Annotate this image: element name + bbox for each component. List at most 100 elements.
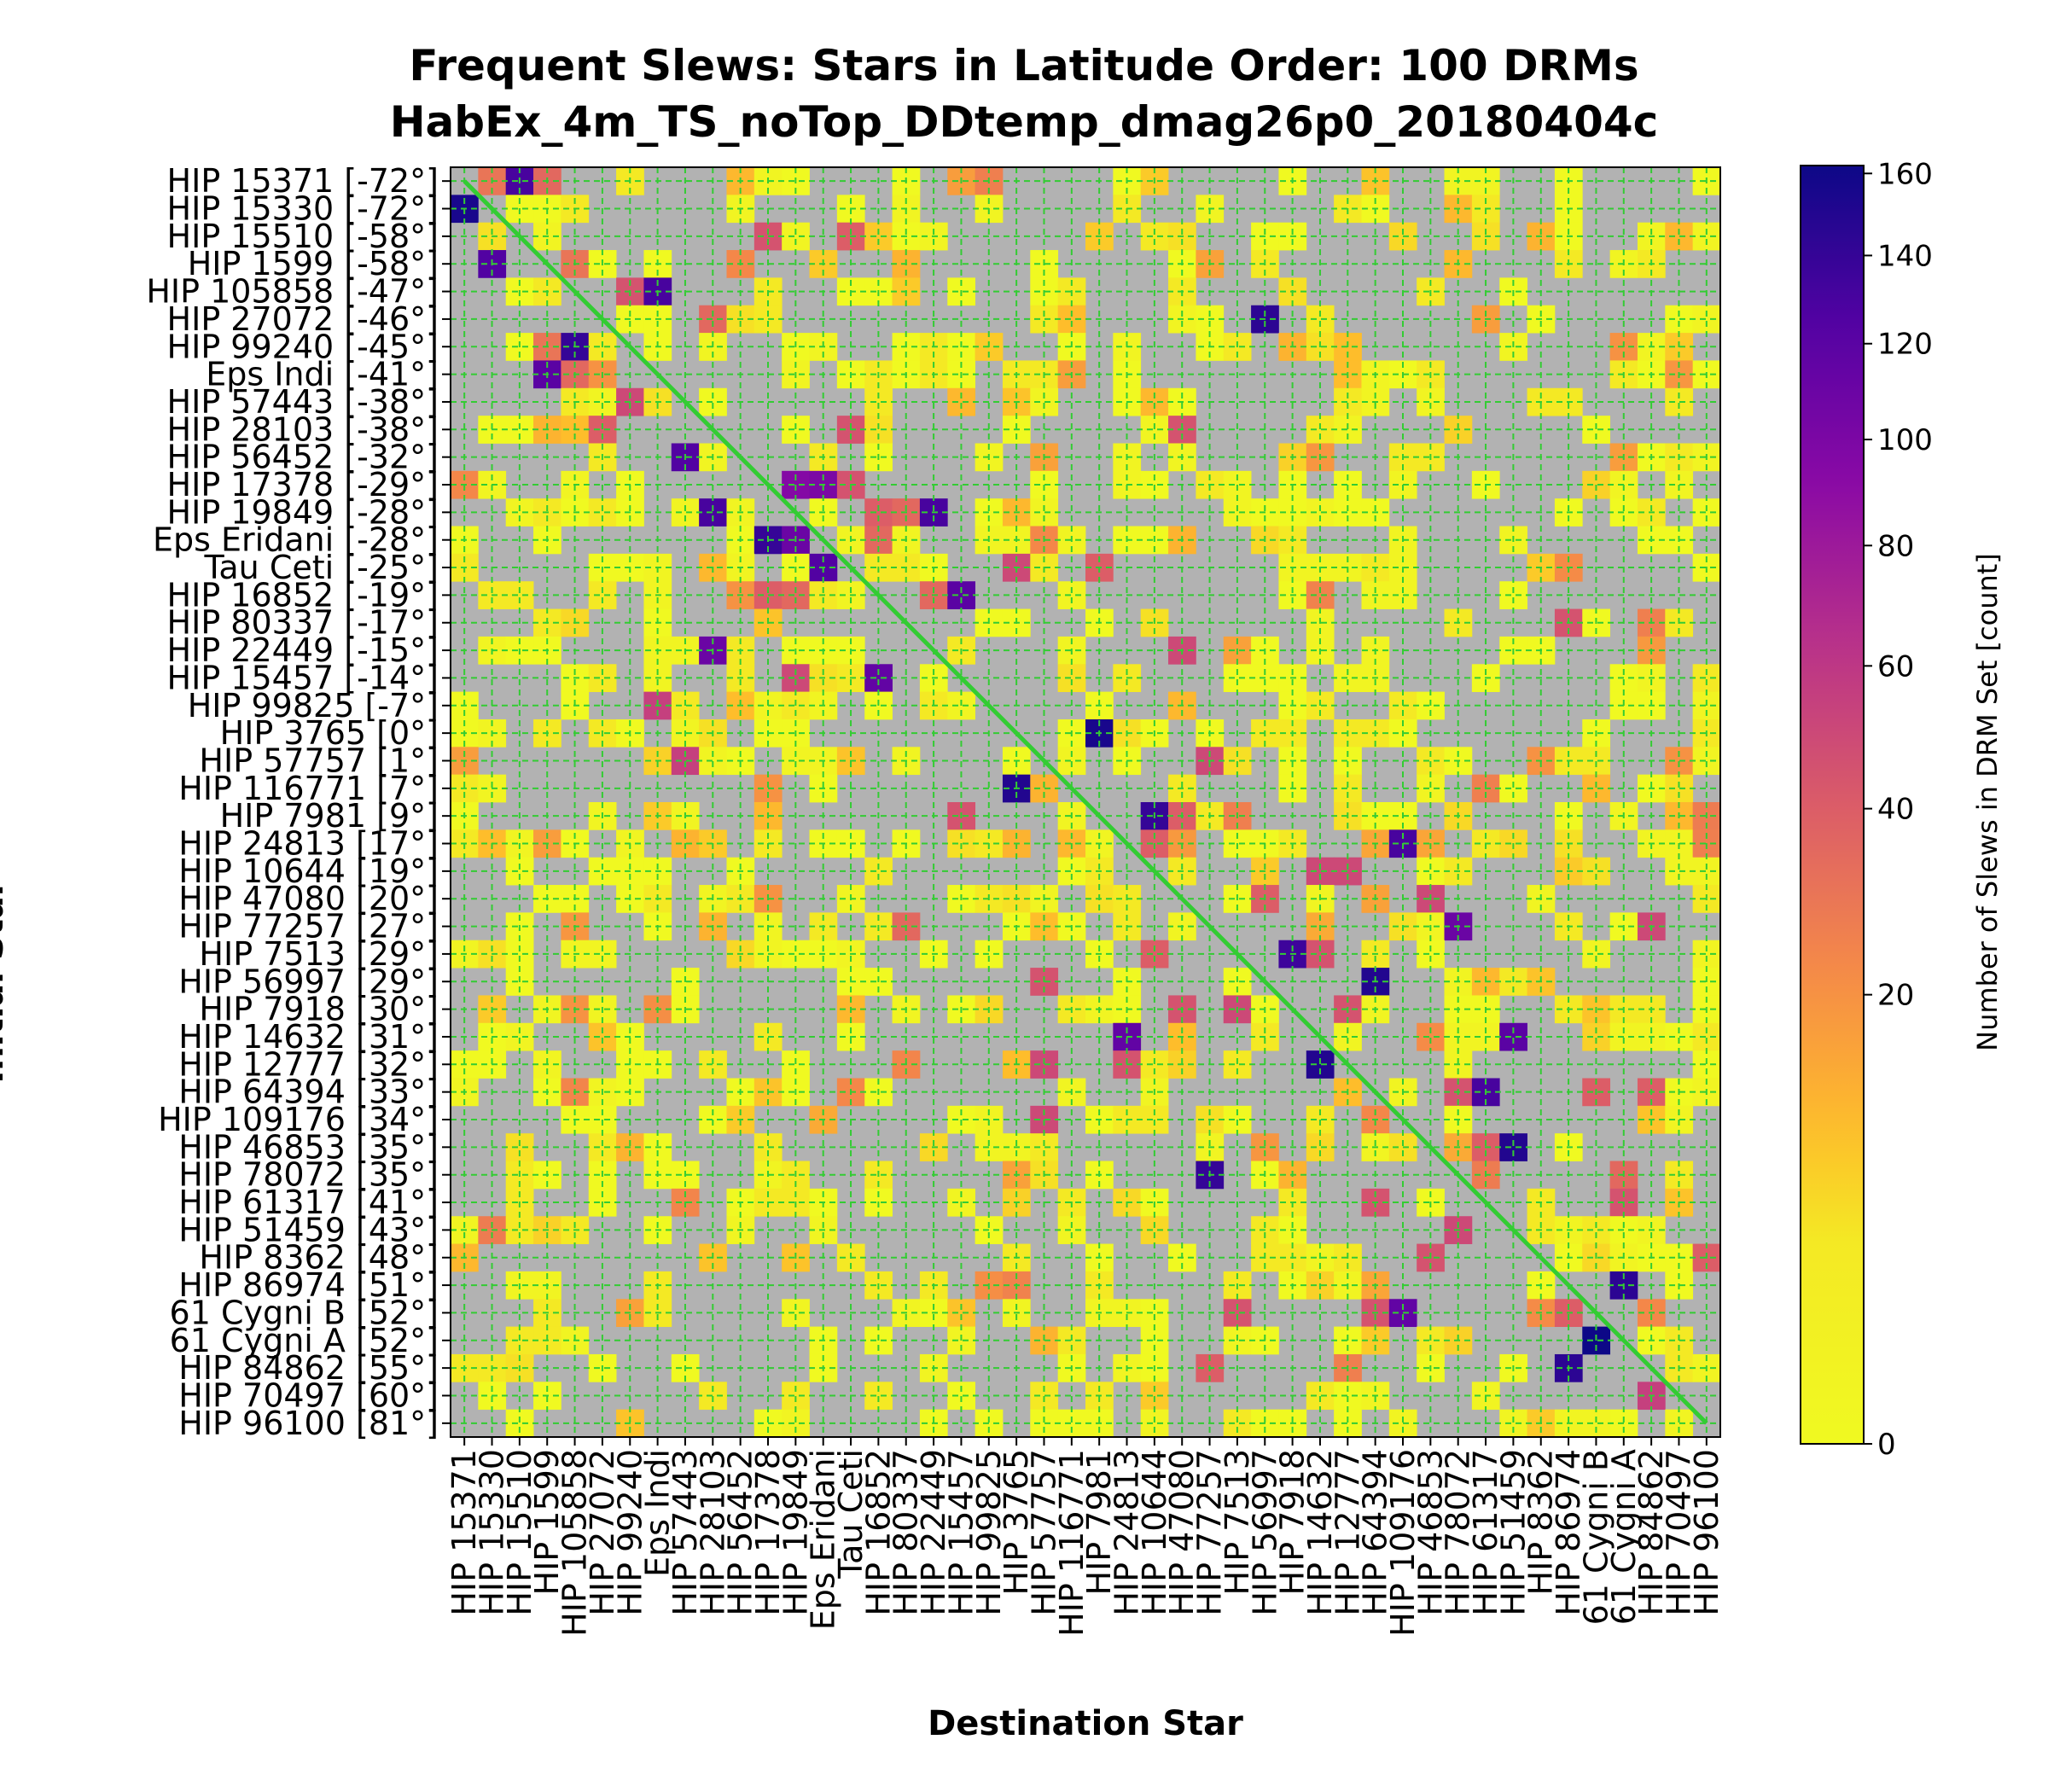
x-tick-label: HIP 64394: [1357, 1449, 1394, 1616]
chart-title: Frequent Slews: Stars in Latitude Order:…: [409, 41, 1639, 90]
y-tick-label: HIP 116771 [7°]: [178, 770, 439, 807]
y-tick-label: HIP 10644 [19°]: [178, 852, 439, 890]
x-tick-label: Eps Eridani: [805, 1449, 842, 1630]
heatmap-cell: [1582, 857, 1611, 886]
chart-subtitle: HabEx_4m_TS_noTop_DDtemp_dmag26p0_201804…: [389, 97, 1659, 147]
y-tick-label: HIP 15510 [-58°]: [167, 218, 439, 255]
x-tick-label: HIP 14632: [1301, 1449, 1339, 1616]
x-tick-label: 61 Cygni B: [1577, 1449, 1615, 1625]
heatmap-cell: [1499, 774, 1527, 803]
grid-lines: [451, 167, 1720, 1437]
y-tick-label: 61 Cygni A [52°]: [170, 1322, 439, 1359]
x-tick-label: HIP 24813: [1108, 1449, 1146, 1616]
x-tick-label: HIP 57443: [666, 1449, 704, 1616]
heatmap-cell: [588, 1022, 617, 1051]
heatmap-cell: [1582, 1216, 1611, 1244]
heatmap-cell: [1417, 774, 1445, 803]
y-tick-label: HIP 56997 [29°]: [178, 963, 439, 1000]
heatmap-cell: [588, 387, 617, 416]
heatmap-cell: [864, 387, 893, 416]
heatmap-cell: [588, 857, 617, 886]
heatmap-cell: [1692, 498, 1721, 527]
colorbar: [1800, 165, 1865, 1445]
y-tick-label: Tau Ceti [-25°]: [203, 549, 439, 586]
heatmap-cell: [505, 857, 534, 886]
x-tick-label: HIP 86974: [1550, 1449, 1587, 1616]
x-tick-label: HIP 84862: [1632, 1449, 1670, 1616]
colorbar-tick-label: 160: [1877, 157, 1933, 191]
heatmap-cell: [1306, 1133, 1335, 1161]
colorbar-ticks: 0 20 40 60 80 100 120 140 160: [1864, 157, 1933, 1462]
heatmap-cell: [505, 581, 534, 609]
heatmap-cell: [1582, 1022, 1611, 1051]
y-tick-label: 61 Cygni B [52°]: [170, 1294, 439, 1331]
x-tick-label: HIP 10644: [1136, 1449, 1173, 1616]
x-tick-label: HIP 109176: [1384, 1449, 1422, 1637]
y-tick-label: HIP 80337 [-17°]: [167, 604, 439, 642]
x-tick-label: HIP 19849: [777, 1449, 814, 1616]
heatmap-cell: [1223, 1299, 1252, 1328]
x-tick-label: HIP 3765: [998, 1449, 1035, 1595]
heatmap-cell: [1306, 857, 1335, 886]
heatmap-cell: [1692, 857, 1721, 886]
y-tick-label: HIP 19849 [-28°]: [167, 493, 439, 531]
y-tick-label: HIP 22449 [-15°]: [167, 631, 439, 669]
y-tick-label: HIP 51459 [43°]: [178, 1211, 439, 1248]
heatmap-cell: [1417, 940, 1445, 969]
heatmap-cell: [1417, 387, 1445, 416]
heatmap-cell: [505, 940, 534, 969]
heatmap-cell: [1692, 940, 1721, 969]
y-tick-label: HIP 84862 [55°]: [178, 1349, 439, 1387]
heatmap-cell: [1582, 940, 1611, 969]
colorbar-tick-label: 0: [1877, 1428, 1896, 1462]
heatmap-cell: [505, 1133, 534, 1161]
x-tick-label: HIP 61317: [1467, 1449, 1504, 1616]
heatmap-cell: [1223, 498, 1252, 527]
y-tick-label: HIP 12777 [32°]: [178, 1045, 439, 1083]
y-tick-label: HIP 105858 [-47°]: [146, 273, 439, 311]
heatmap-cell: [1140, 222, 1169, 251]
heatmap-cell: [864, 664, 893, 693]
plot-frame: [450, 166, 1721, 1438]
y-tick-label: HIP 61317 [41°]: [178, 1184, 439, 1221]
heatmap-cell: [588, 581, 617, 609]
heatmap-cell: [505, 1216, 534, 1244]
heatmap-cell: [782, 1299, 810, 1328]
x-tick-label: HIP 7981: [1080, 1449, 1118, 1595]
heatmap-cell: [1499, 1409, 1527, 1438]
heatmap-cell: [1306, 305, 1335, 334]
y-tick-label: Eps Indi [-41°]: [206, 356, 439, 393]
x-tick-label: HIP 12777: [1329, 1449, 1366, 1616]
x-tick-label: HIP 15371: [445, 1449, 483, 1616]
heatmap-cell: [1417, 1022, 1445, 1051]
x-tick-label: HIP 116771: [1053, 1449, 1091, 1637]
heatmap-cell: [1057, 1409, 1086, 1438]
heatmap-cell: [947, 581, 976, 609]
heatmap-cell: [1306, 581, 1335, 609]
heatmap-cell: [1140, 1409, 1169, 1438]
x-tick-label: HIP 15510: [501, 1449, 538, 1616]
y-tick-label: HIP 77257 [27°]: [178, 908, 439, 945]
x-tick-label: HIP 27072: [584, 1449, 621, 1616]
y-tick-label: HIP 27072 [-46°]: [167, 300, 439, 338]
y-tick-label: HIP 46853 [35°]: [178, 1128, 439, 1166]
heatmap-cell: [864, 222, 893, 251]
y-tick-label: Eps Eridani [-28°]: [153, 521, 439, 559]
heatmap-cell: [505, 1022, 534, 1051]
y-tick-label: HIP 7981 [9°]: [220, 797, 439, 835]
y-tick-label: HIP 109176 [34°]: [158, 1101, 439, 1138]
y-tick-label: HIP 3765 [0°]: [220, 714, 439, 752]
x-tick-label: HIP 1599: [528, 1449, 566, 1595]
y-tick-label: HIP 17378 [-29°]: [167, 466, 439, 503]
heatmap-cell: [1140, 1216, 1169, 1244]
y-tick-label: HIP 56452 [-32°]: [167, 439, 439, 476]
x-tick-label: 61 Cygni A: [1605, 1449, 1643, 1625]
y-tick-label: HIP 15457 [-14°]: [167, 659, 439, 696]
x-tick-label: HIP 15330: [474, 1449, 511, 1616]
y-tick-label: HIP 7513 [29°]: [199, 935, 439, 973]
y-tick-label: HIP 99240 [-45°]: [167, 328, 439, 365]
heatmap-cell: [588, 498, 617, 527]
heatmap-cell: [947, 1299, 976, 1328]
